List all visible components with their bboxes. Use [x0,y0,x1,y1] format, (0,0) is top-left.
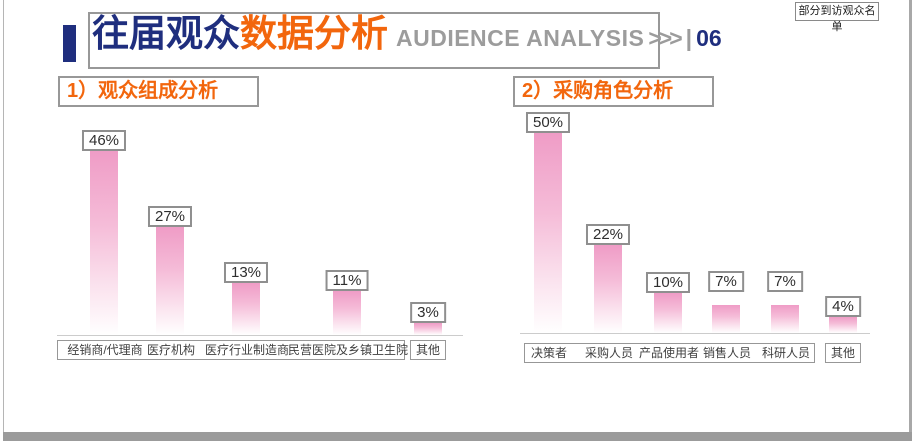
page-title-zh-primary: 往届观众 [92,13,240,54]
slide-right-border [909,0,912,441]
bar-value-label: 7% [767,271,803,292]
bar [156,227,184,335]
bar [712,305,740,333]
category-label: 销售人员 [702,346,752,360]
category-label: 经销商/代理商 [67,343,143,357]
page-title: 往届观众 数据分析 AUDIENCE ANALYSIS >>> | 06 [92,5,722,62]
category-label: 民营医院及乡镇卫生院 [287,343,409,357]
chart1-title: 1）观众组成分析 [58,76,259,107]
page-number: 06 [696,25,722,51]
category-label-other: 其他 [824,343,862,363]
visitor-list-note: 部分到访观众名单 [795,2,879,33]
category-label: 科研人员 [761,346,811,360]
chart2-title: 2）采购角色分析 [513,76,714,107]
bar [771,305,799,333]
category-label: 采购人员 [584,346,634,360]
x-axis [57,335,463,336]
bar-value-label: 4% [825,296,861,317]
bar [654,293,682,333]
page-title-en: AUDIENCE ANALYSIS [396,25,645,51]
category-label: 医疗机构 [146,343,196,357]
category-label: 产品使用者 [638,346,700,360]
category-strip: 决策者 采购人员 产品使用者 销售人员 科研人员 [524,343,815,363]
bar [594,245,622,333]
bar-value-label: 27% [147,206,193,227]
bar-value-label: 10% [645,272,691,293]
x-axis [520,333,870,334]
category-strip: 经销商/代理商 医疗机构 医疗行业制造商 民营医院及乡镇卫生院 [57,340,409,360]
title-box [88,12,660,69]
bar [232,283,260,335]
slide-left-border [3,0,4,441]
chevrons-icon: >>> [648,25,682,51]
bar-value-label: 50% [525,112,571,133]
bar [333,291,361,335]
category-label: 医疗行业制造商 [204,343,290,357]
bar [414,323,442,335]
bar-value-label: 46% [81,130,127,151]
category-label: 决策者 [530,346,568,360]
slide-bottom-border [3,432,912,441]
bar-value-label: 7% [708,271,744,292]
bar-value-label: 11% [325,270,369,291]
category-label-other: 其他 [409,340,447,360]
bar [829,317,857,333]
title-separator: | [685,25,693,51]
bar [534,133,562,333]
page-title-zh-secondary: 数据分析 [240,13,388,54]
bar-value-label: 13% [223,262,269,283]
bar-value-label: 3% [410,302,446,323]
bar-value-label: 22% [585,224,631,245]
bar [90,151,118,335]
title-accent-bar [63,25,76,62]
